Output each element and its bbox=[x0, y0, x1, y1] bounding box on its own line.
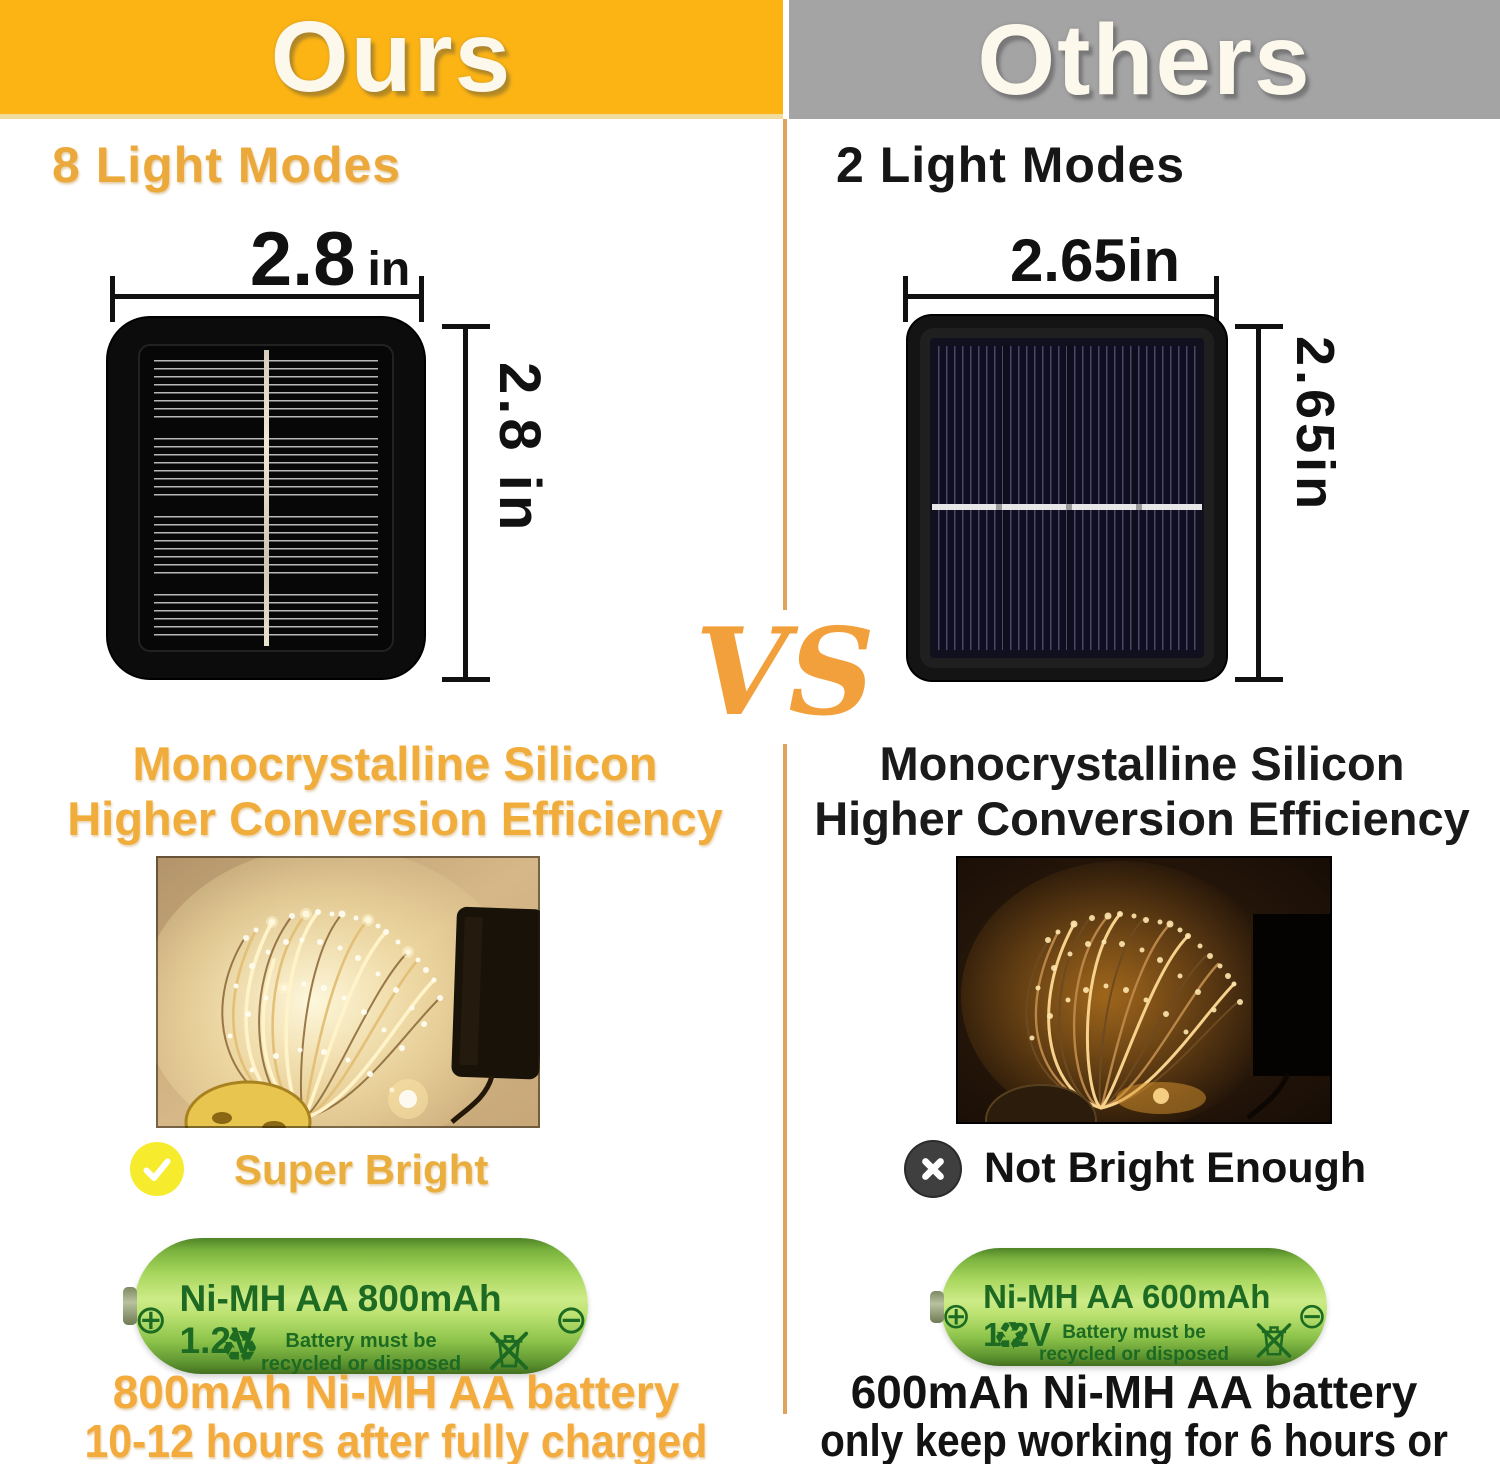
left-width-label: 2.8 in bbox=[165, 216, 495, 303]
plus-terminal-icon: ⊕ bbox=[134, 1297, 168, 1343]
right-claim-line2: only keep working for 6 hours or less bbox=[820, 1414, 1448, 1464]
right-material-line1: Monocrystalline Silicon bbox=[879, 737, 1405, 790]
left-claim-line2: 10-12 hours after fully charged bbox=[84, 1414, 708, 1464]
left-brightness-label: Super Bright bbox=[234, 1146, 489, 1193]
left-height-dimension-line bbox=[442, 324, 490, 682]
banner-ours: Ours bbox=[0, 0, 783, 119]
banner-ours-label: Ours bbox=[270, 1, 513, 113]
left-battery-image: ⊕ Ni-MH AA 800mAh 1.2V ⊖ Battery must be… bbox=[123, 1238, 588, 1375]
right-claim-line1: 600mAh Ni-MH AA battery bbox=[850, 1366, 1418, 1418]
right-width-dimension-line bbox=[903, 276, 1219, 322]
left-battery-terminal bbox=[123, 1287, 137, 1325]
right-battery-spec: Ni-MH AA 600mAh 1.2V bbox=[983, 1278, 1271, 1353]
left-battery-print: ⊕ Ni-MH AA 800mAh 1.2V ⊖ bbox=[134, 1278, 588, 1362]
column-divider-top bbox=[783, 119, 787, 610]
right-width-unit: in bbox=[1126, 227, 1181, 294]
right-battery-claim: 600mAh Ni-MH AA battery only keep workin… bbox=[772, 1368, 1496, 1464]
left-battery-spec: Ni-MH AA 800mAh 1.2V bbox=[179, 1278, 502, 1361]
right-battery-image: ⊕ Ni-MH AA 600mAh 1.2V ⊖ Battery must be… bbox=[930, 1248, 1327, 1366]
left-material-line2: Higher Conversion Efficiency bbox=[67, 792, 723, 846]
right-brightness-label: Not Bright Enough bbox=[984, 1144, 1367, 1192]
left-material-text: Monocrystalline Silicon Higher Conversio… bbox=[25, 736, 765, 847]
right-height-label: 2.65in bbox=[1285, 336, 1345, 514]
left-solar-cell bbox=[138, 344, 394, 652]
right-width-label: 2.65in bbox=[930, 226, 1260, 295]
recycle-icon: ♻ bbox=[993, 1314, 1028, 1358]
right-solar-panel-image bbox=[908, 316, 1226, 680]
right-material-text: Monocrystalline Silicon Higher Conversio… bbox=[788, 736, 1496, 847]
minus-terminal-icon: ⊖ bbox=[1296, 1295, 1327, 1337]
vs-label: VS bbox=[695, 602, 875, 743]
x-icon bbox=[906, 1142, 960, 1196]
right-material-line2: Higher Conversion Efficiency bbox=[814, 792, 1470, 846]
banner-others: Others bbox=[789, 0, 1500, 119]
left-material-line1: Monocrystalline Silicon bbox=[132, 737, 658, 790]
left-panel-busbar bbox=[264, 350, 269, 646]
column-divider-bottom bbox=[783, 744, 787, 1414]
right-panel-busbar bbox=[932, 504, 1202, 511]
right-height-dimension-line bbox=[1235, 324, 1283, 682]
left-solar-panel-image bbox=[108, 318, 424, 678]
banner-others-label: Others bbox=[977, 3, 1312, 116]
right-width-value: 2.65 bbox=[1009, 227, 1127, 294]
left-claim-line1: 800mAh Ni-MH AA battery bbox=[112, 1366, 680, 1418]
right-string-lights-photo bbox=[956, 856, 1332, 1124]
left-string-lights-photo bbox=[156, 856, 540, 1128]
recycle-icon: ♻ bbox=[220, 1322, 260, 1373]
left-width-dimension-line bbox=[110, 276, 424, 322]
right-solar-cell bbox=[932, 346, 1202, 650]
right-panel-frame bbox=[920, 328, 1214, 668]
right-battery-terminal bbox=[930, 1291, 944, 1323]
left-height-label: 2.8 in bbox=[487, 362, 552, 535]
minus-terminal-icon: ⊖ bbox=[554, 1297, 588, 1343]
left-modes-label: 8 Light Modes bbox=[52, 137, 402, 193]
plus-terminal-icon: ⊕ bbox=[941, 1295, 972, 1337]
check-icon bbox=[130, 1142, 184, 1196]
right-battery-print: ⊕ Ni-MH AA 600mAh 1.2V ⊖ bbox=[941, 1278, 1327, 1354]
right-battery-warning: Battery must be recycled or disposed bbox=[1038, 1322, 1230, 1365]
right-modes-label: 2 Light Modes bbox=[836, 137, 1186, 193]
crossed-bin-icon bbox=[1255, 1318, 1293, 1358]
crossed-bin-icon bbox=[488, 1326, 530, 1370]
left-battery-warning: Battery must be recycled or disposed bbox=[260, 1330, 462, 1375]
left-width-unit: in bbox=[367, 243, 411, 296]
left-width-value: 2.8 bbox=[249, 217, 356, 302]
left-battery-claim: 800mAh Ni-MH AA battery 10-12 hours afte… bbox=[28, 1368, 764, 1464]
